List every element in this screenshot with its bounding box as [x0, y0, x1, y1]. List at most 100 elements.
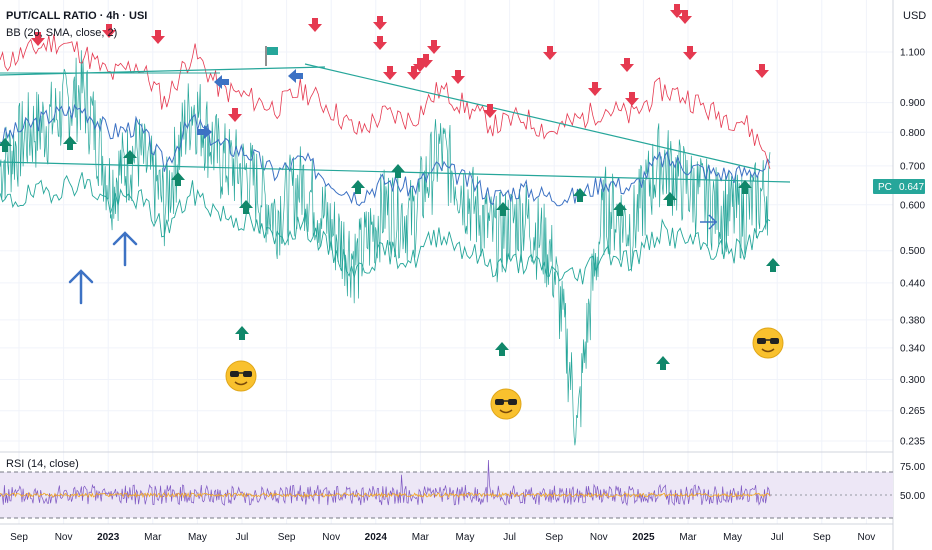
- grid: [0, 0, 893, 524]
- arrow-up-icon: [351, 180, 365, 194]
- x-tick-label: Nov: [858, 532, 876, 543]
- arrow-down-icon: [451, 70, 465, 84]
- arrow-down-icon: [102, 24, 116, 38]
- x-tick-label: Jul: [236, 532, 249, 543]
- x-tick-label: Sep: [545, 532, 563, 543]
- y-tick-label: 0.800: [900, 128, 925, 139]
- arrow-down-icon: [407, 66, 421, 80]
- annotation-markers: [0, 4, 784, 420]
- arrow-down-icon: [625, 92, 639, 106]
- rsi-label[interactable]: RSI (14, close): [6, 458, 79, 470]
- flag-icon: [265, 46, 278, 66]
- x-tick-label: Sep: [10, 532, 28, 543]
- indicator-label[interactable]: BB (20, SMA, close, 2): [6, 27, 117, 39]
- y-tick-label: 0.265: [900, 406, 925, 417]
- rsi-series: [0, 459, 771, 507]
- arrow-up-icon: [766, 258, 780, 272]
- x-tick-label: Sep: [813, 532, 831, 543]
- x-tick-label: Sep: [278, 532, 296, 543]
- x-tick-label: May: [723, 532, 742, 543]
- y-tick-label: 0.500: [900, 246, 925, 257]
- arrow-down-icon: [755, 64, 769, 78]
- arrow-up-icon: [239, 200, 253, 214]
- arrow-up-icon: [663, 192, 677, 206]
- chart-title[interactable]: PUT/CALL RATIO · 4h · USI: [6, 10, 147, 22]
- rsi-tick-75: 75.00: [900, 462, 925, 473]
- arrow-down-icon: [373, 36, 387, 50]
- series-line-bb-basis: [0, 103, 771, 207]
- x-tick-label: Jul: [771, 532, 784, 543]
- x-tick-label: 2024: [365, 532, 388, 543]
- arrow-down-icon: [683, 46, 697, 60]
- time-axis[interactable]: Sep Nov 2023 Mar May Jul Sep Nov 2024 Mar May Jul Se…: [10, 532, 875, 543]
- x-tick-label: 2025: [632, 532, 655, 543]
- x-tick-label: 2023: [97, 532, 120, 543]
- price-badge-symbol: PC: [878, 182, 892, 193]
- arrow-down-icon: [151, 30, 165, 44]
- series-line-put-call-ratio: [0, 50, 771, 446]
- currency-label[interactable]: USD: [903, 10, 926, 22]
- arrow-down-icon: [228, 108, 242, 122]
- rsi-ma-line: [0, 491, 771, 499]
- y-tick-label: 0.600: [900, 200, 925, 211]
- arrow-up-icon: [391, 164, 405, 178]
- series-group: [0, 34, 771, 446]
- y-tick-label: 1.100: [900, 48, 925, 59]
- arrow-down-icon: [483, 104, 497, 118]
- arrow-down-icon: [413, 58, 427, 72]
- x-tick-label: May: [456, 532, 475, 543]
- arrow-down-icon: [678, 10, 692, 24]
- x-tick-label: Jul: [503, 532, 516, 543]
- arrow-up-icon: [123, 150, 137, 164]
- trend-line-descending[interactable]: [304, 63, 761, 171]
- arrow-up-icon: [656, 356, 670, 370]
- y-tick-label: 0.340: [900, 343, 925, 354]
- arrow-down-icon: [543, 46, 557, 60]
- x-tick-label: Nov: [590, 532, 608, 543]
- sunglasses-emoji-icon: [225, 360, 257, 392]
- rsi-tick-50: 50.00: [900, 491, 925, 502]
- y-tick-label: 0.900: [900, 98, 925, 109]
- arrow-left-icon: [214, 75, 229, 89]
- arrow-up-icon: [0, 138, 12, 152]
- arrow-up-icon: [613, 202, 627, 216]
- arrow-up-icon: [235, 326, 249, 340]
- arrow-down-icon: [383, 66, 397, 80]
- price-axis[interactable]: 1.100 0.900 0.800 0.700 0.600 0.500 0.440 0.380…: [900, 48, 925, 448]
- x-tick-label: Nov: [55, 532, 73, 543]
- arrow-down-icon: [670, 4, 684, 18]
- y-tick-label: 0.380: [900, 315, 925, 326]
- x-tick-label: Mar: [412, 532, 430, 543]
- arrow-left-icon: [288, 69, 303, 83]
- sunglasses-emoji-icon: [752, 327, 784, 359]
- price-badge: PC 0.647: [873, 179, 925, 194]
- arrow-down-icon: [373, 16, 387, 30]
- x-tick-label: Nov: [322, 532, 340, 543]
- arrow-up-icon: [171, 172, 185, 186]
- arrow-right-outline-icon: [700, 214, 718, 230]
- arrow-right-icon: [197, 125, 212, 139]
- sunglasses-emoji-icon: [490, 388, 522, 420]
- arrow-up-outline-icon: [112, 231, 138, 267]
- price-axis-bg: [893, 0, 932, 550]
- price-badge-value: 0.647: [899, 182, 924, 193]
- arrow-down-icon: [31, 32, 45, 46]
- arrow-down-icon: [308, 18, 322, 32]
- y-tick-label: 0.300: [900, 375, 925, 386]
- series-line-bb-upper: [0, 34, 771, 170]
- arrow-up-outline-icon: [68, 269, 94, 305]
- series-line-bb-lower: [0, 172, 771, 285]
- arrow-up-icon: [738, 180, 752, 194]
- arrow-up-icon: [573, 188, 587, 202]
- y-tick-label: 0.700: [900, 161, 925, 172]
- y-tick-label: 0.235: [900, 437, 925, 448]
- arrow-down-icon: [419, 54, 433, 68]
- arrow-up-icon: [495, 342, 509, 356]
- trend-line-top[interactable]: [0, 66, 326, 76]
- arrow-down-icon: [620, 58, 634, 72]
- arrow-down-icon: [427, 40, 441, 54]
- x-tick-label: Mar: [144, 532, 162, 543]
